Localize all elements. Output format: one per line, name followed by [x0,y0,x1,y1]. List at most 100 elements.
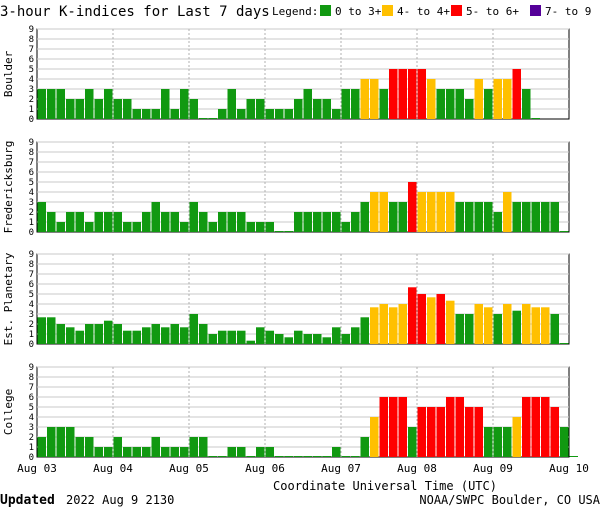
bar [104,447,113,457]
bar [237,109,246,119]
bar [389,397,398,457]
bar [104,212,113,232]
bar [541,397,550,457]
y-tick-label: 8 [29,373,34,383]
bar [104,320,113,344]
bar [522,89,531,119]
bar [151,437,160,457]
x-axis-label: Coordinate Universal Time (UTC) [273,479,497,493]
bar [284,456,293,457]
y-tick-label: 0 [29,340,34,350]
y-tick-label: 1 [29,443,34,453]
panel-title: Boulder [2,50,15,97]
bar [408,287,417,344]
bar [370,307,379,344]
bar [370,79,379,119]
y-tick-label: 4 [29,188,34,198]
bar [218,330,227,344]
bar [237,330,246,344]
bar [37,317,46,344]
bar [512,417,521,457]
bar [85,324,94,344]
y-tick-label: 5 [29,65,34,75]
bar [56,427,65,457]
bar [455,202,464,232]
y-tick-label: 3 [29,423,34,433]
bar [522,397,531,457]
y-tick-label: 9 [29,138,34,148]
bar [398,69,407,119]
bar [436,89,445,119]
y-tick-label: 6 [29,393,34,403]
bar [322,212,331,232]
bar [142,327,151,344]
bar [94,447,103,457]
bar [493,212,502,232]
legend-entry-4: 7- to 9 [545,5,591,18]
bar [436,294,445,344]
bar [284,109,293,119]
bar [427,407,436,457]
bar [189,99,198,119]
bar [436,192,445,232]
bar [189,437,198,457]
panel-title: Est. Planetary [2,252,15,345]
bar [180,222,189,232]
bar [237,212,246,232]
x-tick-labels: Aug 03 Aug 04 Aug 05 Aug 06 Aug 07 Aug 08 Aug … [17,462,589,475]
bar [484,307,493,344]
bar [66,427,75,457]
bar [265,330,274,344]
bar [123,447,132,457]
bar [227,447,236,457]
bar [123,99,132,119]
bar [132,222,141,232]
bar [199,118,208,119]
panel-title: Fredericksburg [2,141,15,234]
bar [208,456,217,457]
bar [427,192,436,232]
bar [218,212,227,232]
bar [56,324,65,344]
bar [427,79,436,119]
bar [389,69,398,119]
bar [275,231,284,232]
bar [256,99,265,119]
bar [569,456,578,457]
bar [123,222,132,232]
bar [170,324,179,344]
bar [313,334,322,344]
bar [227,330,236,344]
y-tick-label: 2 [29,95,34,105]
bar [341,334,350,344]
bar [94,99,103,119]
bar [37,437,46,457]
bar [474,407,483,457]
bar [360,317,369,344]
y-tick-label: 7 [29,270,34,280]
bar [417,407,426,457]
bar [541,307,550,344]
bar [161,447,170,457]
bar [47,89,56,119]
bar [436,407,445,457]
bar [56,222,65,232]
bar [180,327,189,344]
bar [427,297,436,344]
bar [322,99,331,119]
bar [284,231,293,232]
bar [218,109,227,119]
bar [512,310,521,344]
y-tick-label: 7 [29,158,34,168]
bar [47,212,56,232]
chart-title: 3-hour K-indices for Last 7 days [0,4,270,20]
bar [246,99,255,119]
bar [417,192,426,232]
bar [474,304,483,344]
bar [389,202,398,232]
bar [85,89,94,119]
